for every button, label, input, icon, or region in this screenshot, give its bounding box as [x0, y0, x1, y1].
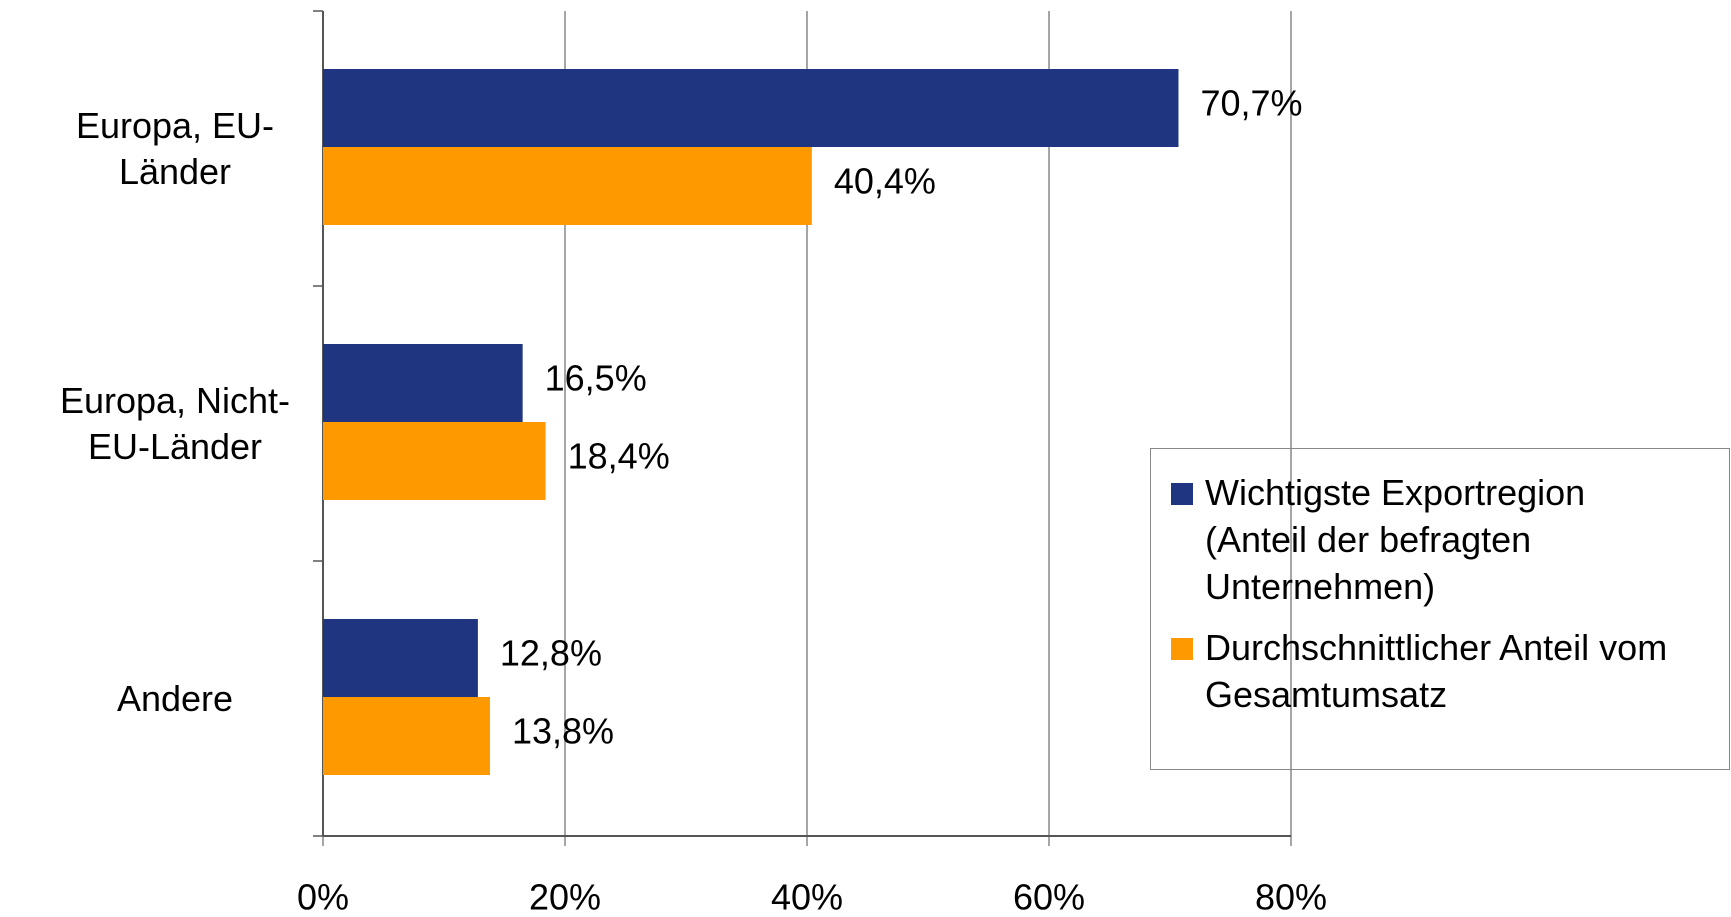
value-label: 18,4%	[568, 436, 670, 477]
legend-swatch	[1171, 638, 1193, 660]
x-tick-label: 80%	[1255, 877, 1327, 917]
legend-item: Wichtigste Exportregion (Anteil der befr…	[1171, 469, 1685, 610]
y-tick-label: Europa, Nicht-EU-Länder	[59, 379, 291, 467]
bar	[323, 697, 490, 775]
legend-item: Durchschnittlicher Anteil vom Gesamtumsa…	[1171, 624, 1685, 718]
value-label: 40,4%	[834, 161, 936, 202]
x-tick-label: 0%	[297, 877, 349, 917]
legend: Wichtigste Exportregion (Anteil der befr…	[1150, 448, 1730, 770]
value-label: 16,5%	[545, 358, 647, 399]
y-tick-label: Andere	[116, 677, 234, 719]
bar	[323, 147, 812, 225]
legend-label: Wichtigste Exportregion (Anteil der befr…	[1205, 472, 1586, 607]
bar	[323, 619, 478, 697]
x-tick-label: 60%	[1013, 877, 1085, 917]
x-tick-label: 20%	[529, 877, 601, 917]
bar	[323, 422, 546, 500]
bar	[323, 69, 1179, 147]
value-label: 12,8%	[500, 633, 602, 674]
y-tick-label: Europa, EU-Länder	[75, 104, 275, 192]
bar	[323, 344, 523, 422]
x-tick-label: 40%	[771, 877, 843, 917]
legend-label: Durchschnittlicher Anteil vom Gesamtumsa…	[1205, 627, 1668, 715]
legend-swatch	[1171, 483, 1193, 505]
value-label: 13,8%	[512, 711, 614, 752]
value-label: 70,7%	[1200, 83, 1302, 124]
